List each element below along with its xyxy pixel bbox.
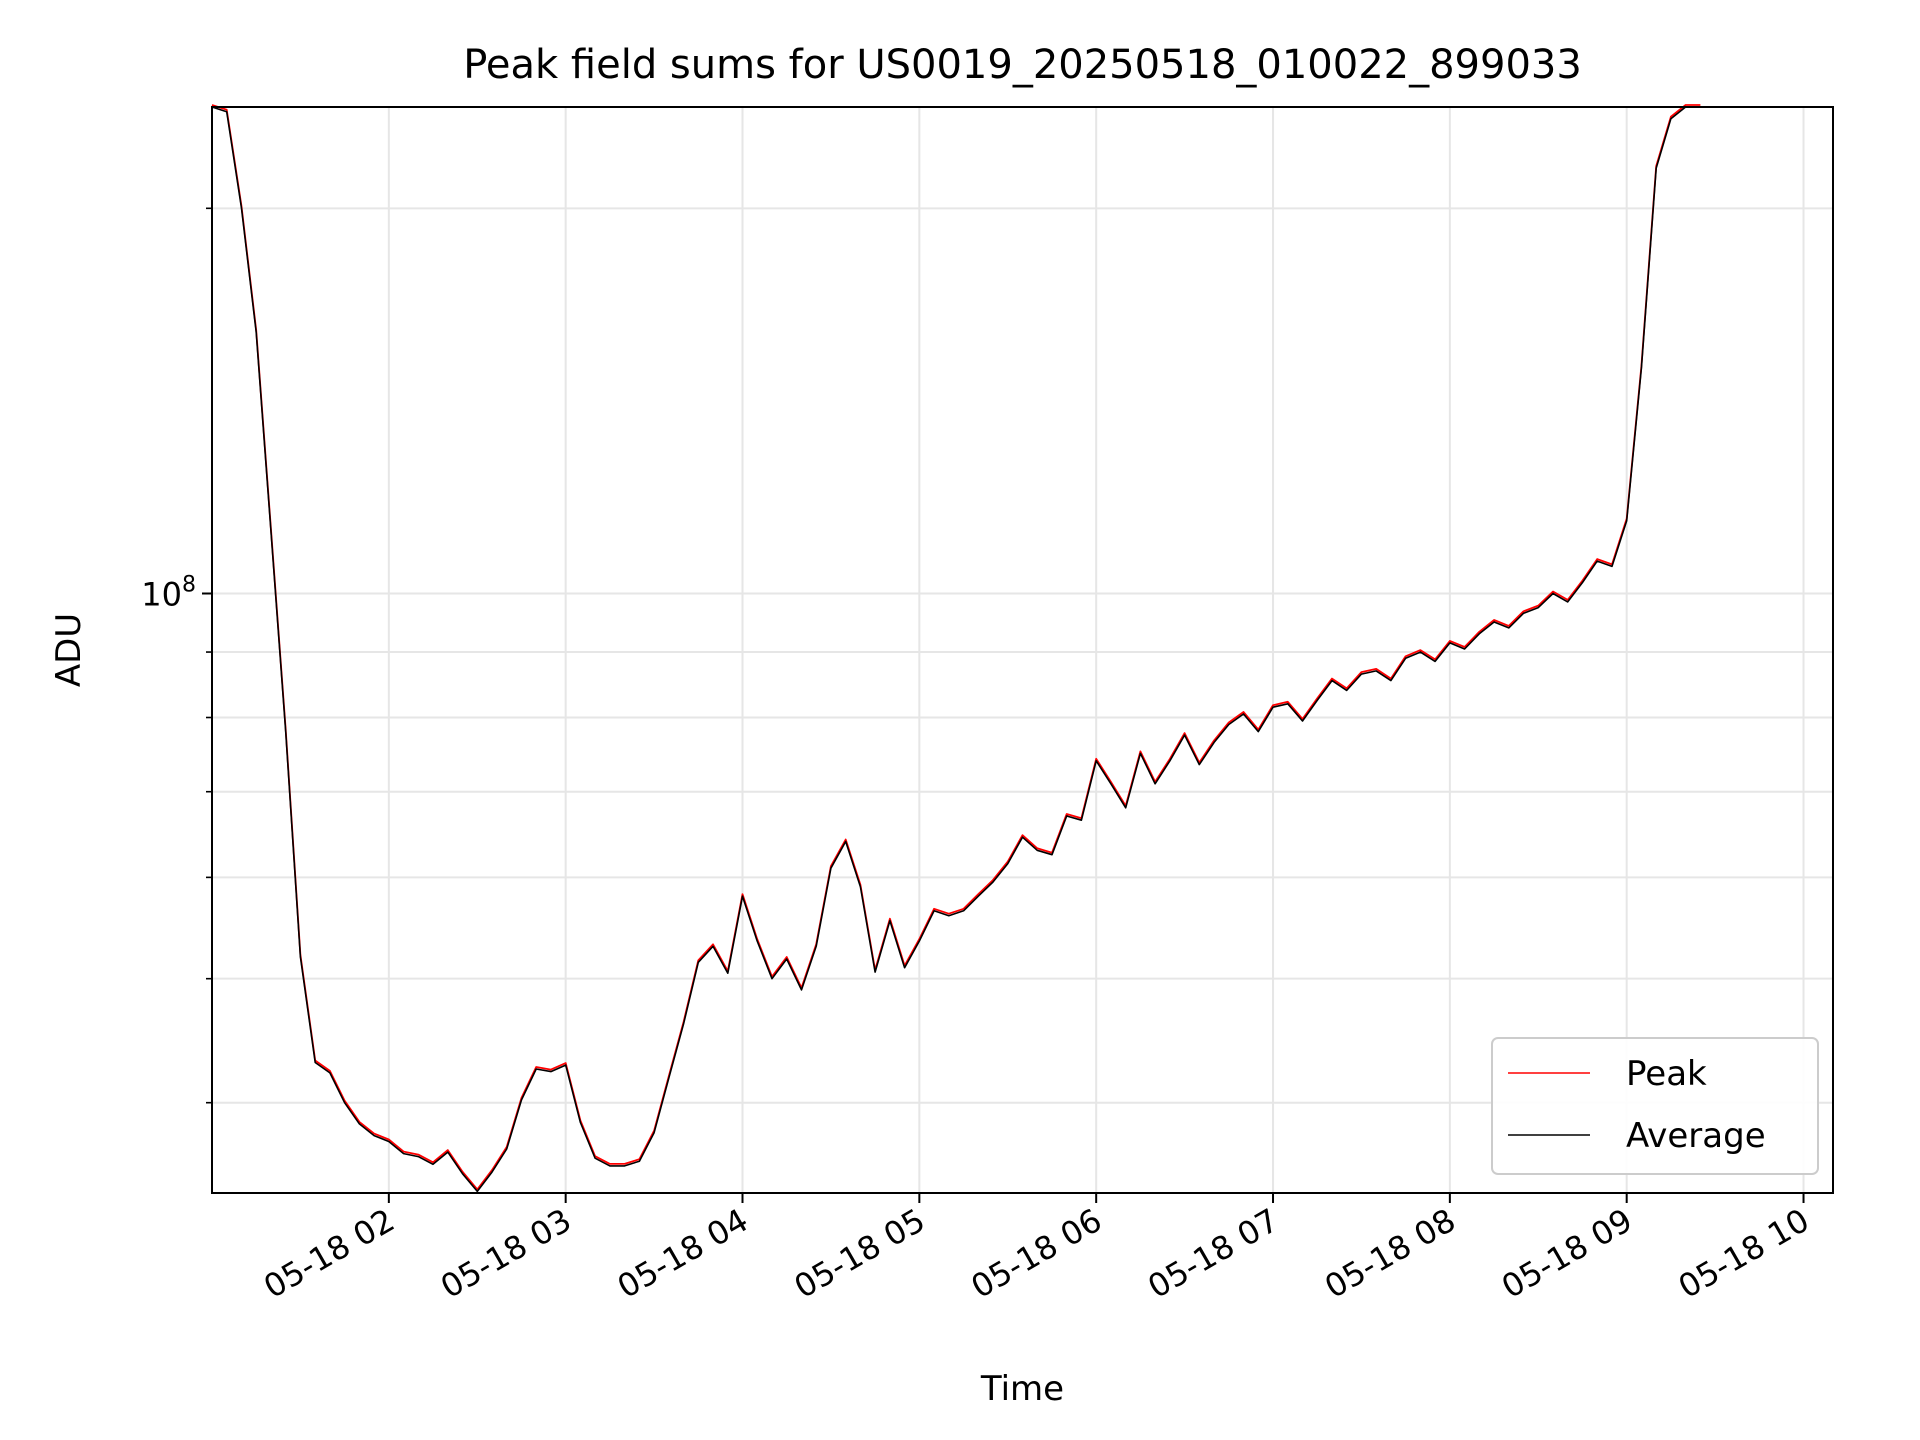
legend-label-average: Average [1626,1116,1766,1156]
plot-frame [211,106,1834,1194]
chart-title: Peak field sums for US0019_20250518_0100… [463,42,1582,88]
x-axis-label: Time [980,1369,1064,1409]
y-tick-label: 108 [141,573,196,614]
legend-label-peak: Peak [1626,1054,1707,1094]
y-axis: 108 [141,207,212,1104]
y-tick-label-exponent: 8 [182,573,196,598]
series-line-average [211,106,1701,1193]
y-tick-label-base: 10 [141,576,182,614]
series-lines [211,104,1701,1193]
legend-box [1491,1037,1819,1175]
y-axis-label: ADU [49,613,89,687]
series-line-peak [211,104,1701,1191]
legend: Peak Average [1491,1037,1819,1175]
